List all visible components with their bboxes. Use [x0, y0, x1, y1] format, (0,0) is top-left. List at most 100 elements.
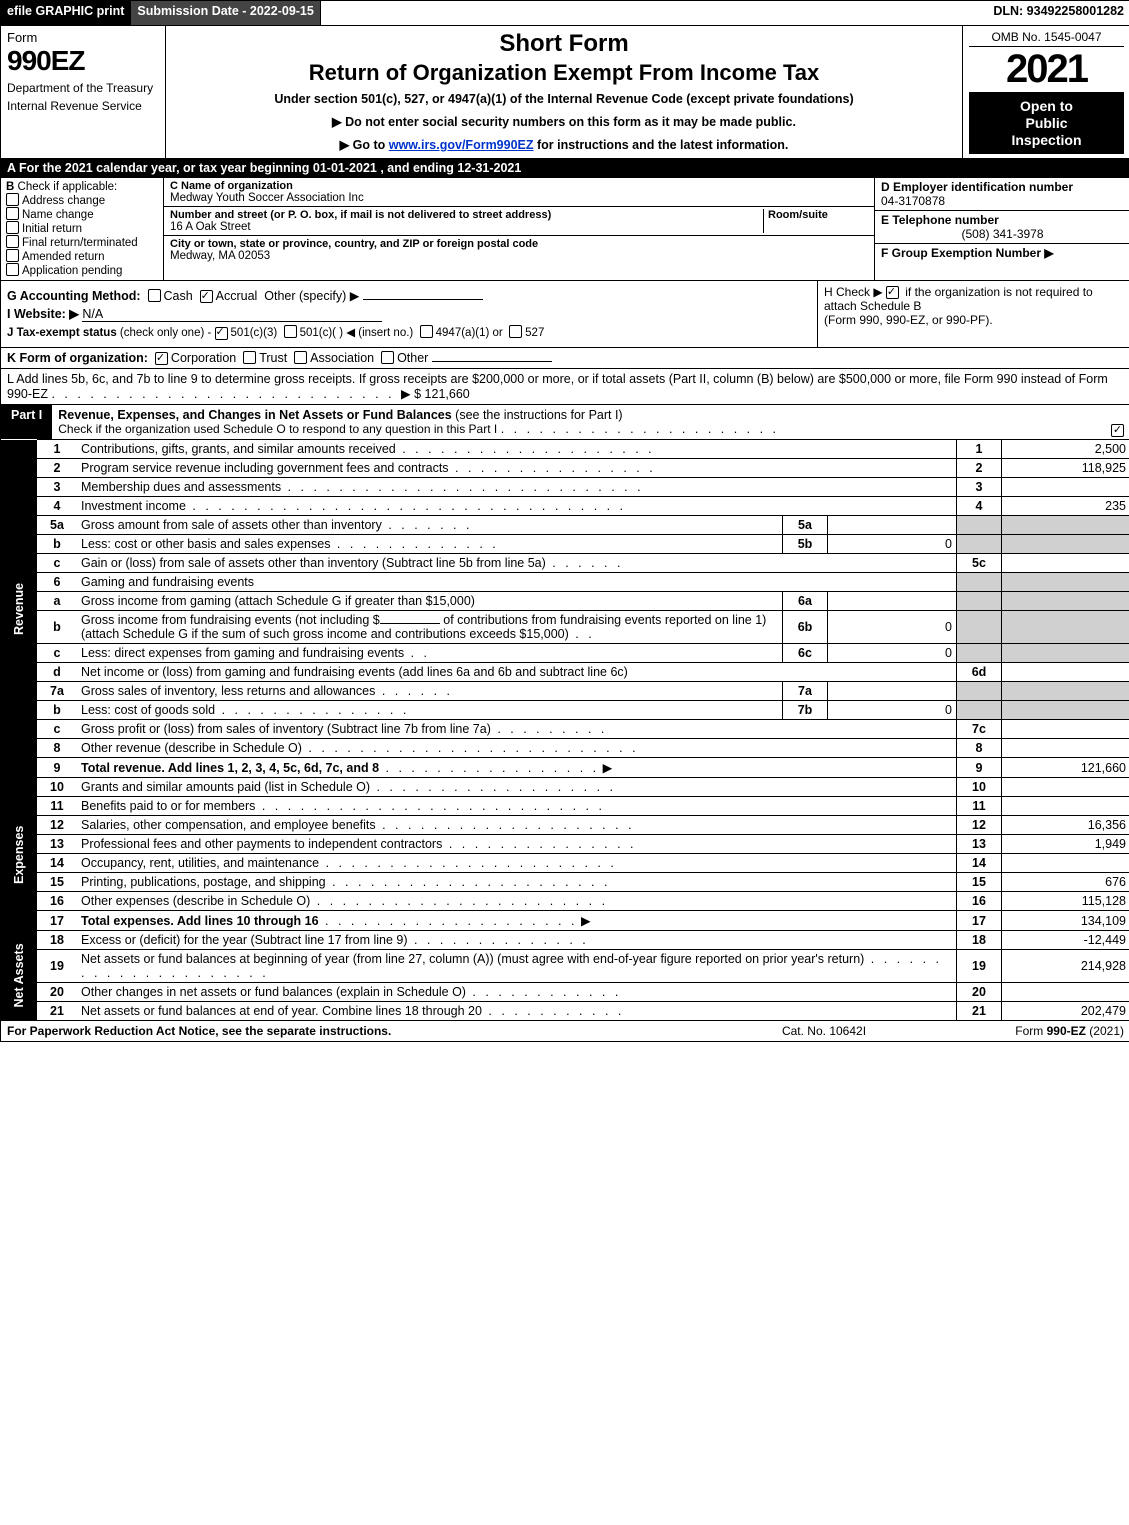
c-street-block: Number and street (or P. O. box, if mail…: [164, 207, 874, 236]
l7b-desc: Less: cost of goods sold: [81, 703, 215, 717]
side-netassets: Net Assets: [1, 931, 37, 1021]
top-bar: efile GRAPHIC print Submission Date - 20…: [1, 1, 1129, 25]
l18-box: 18: [957, 931, 1002, 950]
g-other-line[interactable]: [363, 299, 483, 300]
l15-amt: 676: [1002, 873, 1129, 892]
chk-initial-return[interactable]: [6, 221, 19, 234]
k-other-line[interactable]: [432, 361, 552, 362]
line-6: 6Gaming and fundraising events: [1, 573, 1129, 592]
open-line1: Open to: [973, 98, 1120, 115]
l16-desc: Other expenses (describe in Schedule O): [81, 894, 310, 908]
line-6c: cLess: direct expenses from gaming and f…: [1, 644, 1129, 663]
form-container: efile GRAPHIC print Submission Date - 20…: [0, 0, 1129, 1042]
chk-accrual[interactable]: [200, 290, 213, 303]
chk-501c3[interactable]: [215, 327, 228, 340]
chk-name-change[interactable]: [6, 207, 19, 220]
l14-desc: Occupancy, rent, utilities, and maintena…: [81, 856, 319, 870]
page-footer: For Paperwork Reduction Act Notice, see …: [1, 1020, 1129, 1041]
chk-schedule-b[interactable]: [886, 286, 899, 299]
l5a-mid: 5a: [783, 516, 828, 535]
l5b-desc: Less: cost or other basis and sales expe…: [81, 537, 330, 551]
l2-amt: 118,925: [1002, 459, 1129, 478]
line-19: 19 Net assets or fund balances at beginni…: [1, 950, 1129, 983]
chk-trust[interactable]: [243, 351, 256, 364]
d-label: D Employer identification number: [881, 180, 1073, 194]
j-opt3: 4947(a)(1) or: [436, 327, 503, 339]
chk-cash[interactable]: [148, 289, 161, 302]
l4-box: 4: [957, 497, 1002, 516]
chk-corporation[interactable]: [155, 352, 168, 365]
l9-amt: 121,660: [1002, 758, 1129, 778]
e-block: E Telephone number (508) 341-3978: [875, 211, 1129, 244]
g-label: G Accounting Method:: [7, 289, 141, 303]
l1-amt: 2,500: [1002, 440, 1129, 459]
l15-box: 15: [957, 873, 1002, 892]
j-opt2: 501(c)( ): [300, 327, 343, 339]
l3-desc: Membership dues and assessments: [81, 480, 281, 494]
open-to-public-box: Open to Public Inspection: [969, 92, 1124, 154]
irs-link[interactable]: www.irs.gov/Form990EZ: [389, 138, 534, 152]
l20-desc: Other changes in net assets or fund bala…: [81, 985, 466, 999]
line-21: 21Net assets or fund balances at end of …: [1, 1002, 1129, 1021]
header-right: OMB No. 1545-0047 2021 Open to Public In…: [963, 26, 1129, 158]
column-c: C Name of organization Medway Youth Socc…: [164, 178, 875, 280]
form-number: 990EZ: [7, 45, 159, 77]
line-20: 20Other changes in net assets or fund ba…: [1, 983, 1129, 1002]
l5a-midamt: [828, 516, 957, 535]
line-6d: dNet income or (loss) from gaming and fu…: [1, 663, 1129, 682]
l16-amt: 115,128: [1002, 892, 1129, 911]
opt-amended-return: Amended return: [22, 251, 104, 263]
section-l: L Add lines 5b, 6c, and 7b to line 9 to …: [1, 368, 1129, 404]
l3-box: 3: [957, 478, 1002, 497]
l5c-amt: [1002, 554, 1129, 573]
chk-4947[interactable]: [420, 325, 433, 338]
l6-desc: Gaming and fundraising events: [81, 575, 254, 589]
header-left: Form 990EZ Department of the Treasury In…: [1, 26, 166, 158]
chk-527[interactable]: [509, 325, 522, 338]
chk-part1-schedule-o[interactable]: [1111, 424, 1124, 437]
h-text1: H Check ▶: [824, 285, 886, 299]
l18-desc: Excess or (deficit) for the year (Subtra…: [81, 933, 408, 947]
column-def: D Employer identification number 04-3170…: [875, 178, 1129, 280]
e-label: E Telephone number: [881, 213, 999, 227]
l21-box: 21: [957, 1002, 1002, 1021]
chk-application-pending[interactable]: [6, 263, 19, 276]
chk-address-change[interactable]: [6, 193, 19, 206]
part1-title: Revenue, Expenses, and Changes in Net As…: [58, 408, 451, 422]
opt-application-pending: Application pending: [22, 265, 122, 277]
line-11: 11Benefits paid to or for members . . . …: [1, 797, 1129, 816]
line-6b: bGross income from fundraising events (n…: [1, 611, 1129, 644]
l6d-desc: Net income or (loss) from gaming and fun…: [81, 665, 628, 679]
org-city: Medway, MA 02053: [170, 250, 270, 262]
j-note: (check only one) -: [120, 327, 215, 339]
j-opt2-arrow: ◀ (insert no.): [346, 327, 413, 339]
chk-association[interactable]: [294, 351, 307, 364]
subtitle: Under section 501(c), 527, or 4947(a)(1)…: [174, 92, 954, 106]
g-block: G Accounting Method: Cash Accrual Other …: [1, 281, 817, 347]
l7b-mid: 7b: [783, 701, 828, 720]
l6a-desc: Gross income from gaming (attach Schedul…: [81, 594, 475, 608]
topbar-spacer: [321, 1, 988, 25]
chk-other-org[interactable]: [381, 351, 394, 364]
f-block: F Group Exemption Number ▶: [875, 244, 1129, 262]
l17-amt: 134,109: [1002, 911, 1129, 931]
l3-amt: [1002, 478, 1129, 497]
g-cash: Cash: [164, 289, 193, 303]
opt-address-change: Address change: [22, 195, 105, 207]
c-name-block: C Name of organization Medway Youth Socc…: [164, 178, 874, 207]
chk-501c[interactable]: [284, 325, 297, 338]
section-a: A For the 2021 calendar year, or tax yea…: [1, 158, 1129, 177]
l19-desc: Net assets or fund balances at beginning…: [81, 952, 864, 966]
efile-print-label[interactable]: efile GRAPHIC print: [1, 1, 131, 25]
l2-desc: Program service revenue including govern…: [81, 461, 449, 475]
l6b-blank[interactable]: [380, 623, 440, 624]
form-word: Form: [7, 30, 159, 45]
l19-box: 19: [957, 950, 1002, 983]
opt-name-change: Name change: [22, 209, 94, 221]
l19-amt: 214,928: [1002, 950, 1129, 983]
chk-amended-return[interactable]: [6, 249, 19, 262]
l20-amt: [1002, 983, 1129, 1002]
chk-final-return[interactable]: [6, 235, 19, 248]
line-16: 16Other expenses (describe in Schedule O…: [1, 892, 1129, 911]
l-amount: ▶ $ 121,660: [401, 387, 470, 401]
